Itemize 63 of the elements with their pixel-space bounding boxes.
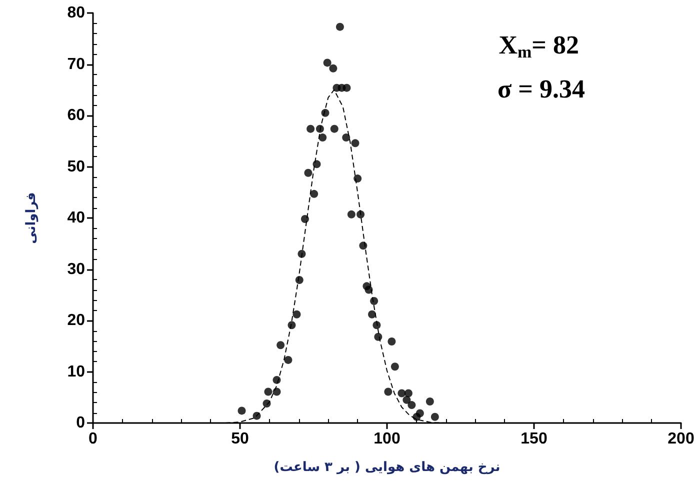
y-tick-label: 40 [67,210,86,226]
y-tick-label: 50 [67,158,86,176]
point [342,134,350,142]
point [276,341,285,350]
point [351,139,360,148]
point [404,389,412,398]
point [372,321,381,330]
point [323,58,332,67]
point [356,210,365,218]
point [426,397,434,406]
point [295,276,304,284]
point [430,412,439,421]
x-tick-label: 50 [231,430,249,448]
point [300,215,309,224]
point [284,356,292,364]
point [368,310,376,318]
point [321,108,330,117]
point [310,190,318,198]
point [312,160,321,168]
y-tick-label: 70 [67,56,86,73]
y-tick-label: 60 [67,107,86,124]
x-tick-label: 200 [668,430,694,448]
point [402,396,411,404]
point [238,406,246,415]
point [252,412,261,420]
annotation: σ = 9.34 [498,74,586,104]
point [288,321,296,330]
point [272,388,281,396]
y-axis-title: فراوانی [24,192,39,244]
point [390,362,399,371]
point [330,124,338,133]
point [298,250,306,258]
point [359,242,368,250]
point [329,64,338,72]
point [272,376,281,384]
point [374,332,382,341]
point [336,22,344,31]
point [304,168,312,177]
y-tick-label: 0 [76,414,86,432]
point [316,124,324,133]
y-tick-label: 30 [67,260,86,278]
point [306,124,315,133]
x-tick-label: 0 [88,430,98,448]
point [342,84,351,92]
point [318,134,327,142]
point [370,297,378,306]
point [398,389,406,398]
point [364,286,373,294]
point [416,409,424,418]
y-tick-label: 10 [67,363,86,380]
y-tick-label: 80 [67,4,86,22]
point [262,400,271,408]
x-tick-label: 100 [374,430,400,448]
x-tick-label: 150 [520,430,548,448]
point [408,401,416,410]
y-tick-label: 20 [67,312,86,329]
point [388,338,396,346]
point [384,388,392,396]
point [264,388,272,396]
x-axis-title: نرخ بهمن های هوایی ( بر ۳ ساعت) [274,460,500,475]
point [292,310,301,318]
point [354,174,362,183]
point [347,210,356,218]
